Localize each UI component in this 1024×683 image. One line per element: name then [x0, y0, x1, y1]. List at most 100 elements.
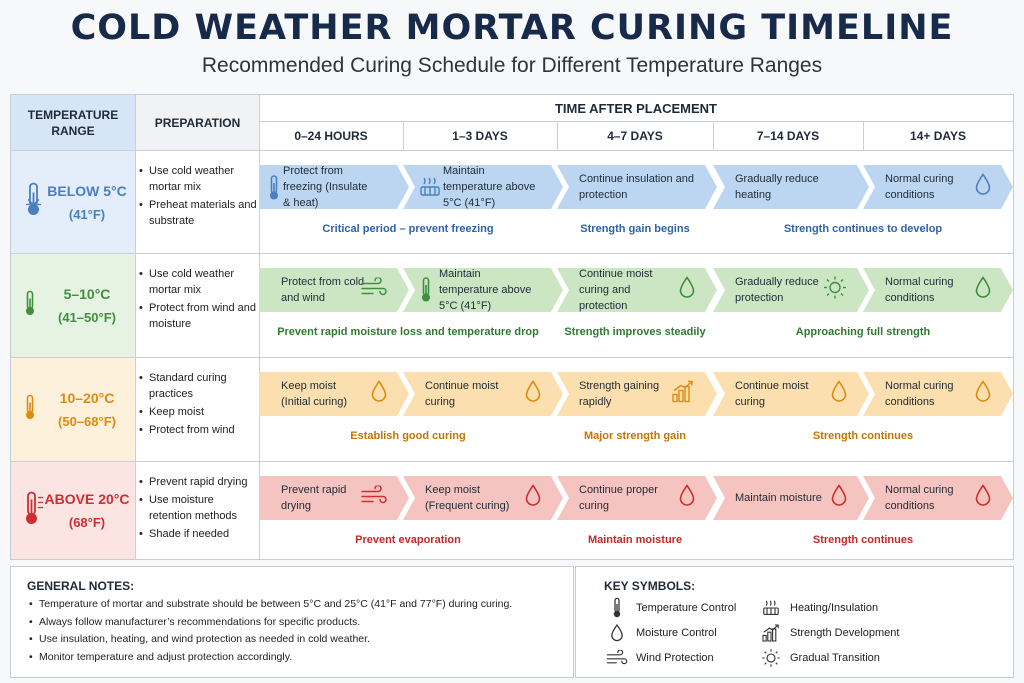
drop-icon — [604, 622, 630, 644]
step-chevron-shape — [259, 268, 409, 312]
column-divider — [863, 121, 864, 150]
step-chevron-shape — [403, 165, 563, 209]
column-divider — [713, 121, 714, 150]
step-text: Keep moist (Frequent curing) — [425, 484, 510, 512]
key-symbol-label: Moisture Control — [636, 627, 717, 639]
temperature-label: ABOVE 20°C (68°F) — [39, 491, 135, 530]
column-divider — [557, 121, 558, 150]
preparation-item: Use cold weather mortar mix — [137, 163, 259, 195]
row-divider — [11, 253, 1013, 254]
row-note: Strength improves steadily — [564, 326, 706, 338]
sun-icon — [758, 646, 784, 670]
drop-icon — [371, 380, 387, 408]
general-notes-panel: GENERAL NOTES: Temperature of mortar and… — [10, 566, 574, 678]
timeline-step: Normal curing conditions — [863, 476, 1013, 520]
timeline-step: Keep moist (Initial curing) — [259, 372, 409, 416]
preparation-item: Protect from wind — [137, 422, 259, 438]
thermometer-icon — [267, 175, 281, 206]
step-text: Continue insulation and protection — [579, 173, 694, 201]
curing-timeline-table: TEMPERATURE RANGE PREPARATION TIME AFTER… — [10, 94, 1014, 560]
header-divider — [259, 121, 1013, 122]
row-note: Strength continues to develop — [783, 223, 943, 235]
period-header-1-3d: 1–3 DAYS — [452, 128, 508, 143]
step-chevron-shape — [713, 476, 869, 520]
step-chevron-fill — [557, 372, 717, 416]
preparation-item: Use cold weather mortar mix — [137, 266, 259, 298]
row-note: Major strength gain — [583, 430, 687, 442]
step-chevron-shape — [403, 372, 563, 416]
row-note: Strength continues — [812, 430, 914, 442]
period-header-14plus: 14+ DAYS — [910, 128, 966, 143]
step-chevron-shape — [863, 372, 1013, 416]
general-note-item: Use insulation, heating, and wind protec… — [27, 631, 567, 649]
preparation-item: Shade if needed — [137, 526, 259, 542]
step-chevron-fill — [259, 476, 409, 520]
temperature-label: BELOW 5°C (41°F) — [39, 183, 135, 222]
row-divider — [11, 357, 1013, 358]
key-symbol-item: Gradual Transition — [758, 647, 880, 669]
step-chevron-shape — [403, 476, 563, 520]
general-notes-title: GENERAL NOTES: — [27, 579, 135, 593]
step-text: Continue proper curing — [579, 484, 658, 512]
temperature-fahrenheit: (41–50°F) — [58, 310, 116, 325]
temperature-celsius: ABOVE 20°C — [44, 491, 130, 507]
timeline-step: Normal curing conditions — [863, 268, 1013, 312]
temperature-celsius: 5–10°C — [63, 286, 111, 302]
step-chevron-fill — [863, 372, 1013, 416]
preparation-header-bg — [136, 95, 259, 150]
drop-icon — [525, 484, 541, 512]
timeline-step: Maintain temperature above 5°C (41°F) — [403, 165, 563, 209]
header-bottom-line — [11, 150, 1013, 151]
temperature-cell: 10–20°C (50–68°F) — [11, 358, 135, 461]
timeline-step: Normal curing conditions — [863, 372, 1013, 416]
step-chevron-fill — [403, 268, 563, 312]
timeline-step: Maintain temperature above 5°C (41°F) — [403, 268, 563, 312]
timeline-step: Strength gaining rapidly — [557, 372, 717, 416]
row-note: Strength gain begins — [580, 223, 690, 235]
timeline-step: Gradually reduce protection — [713, 268, 869, 312]
step-chevron-shape — [713, 372, 869, 416]
temperature-cell: BELOW 5°C (41°F) — [11, 151, 135, 253]
preparation-list: Use cold weather mortar mixPreheat mater… — [137, 163, 259, 231]
step-text: Protect from freezing (Insulate & heat) — [283, 165, 368, 209]
step-chevron-shape — [403, 268, 563, 312]
timeline-step: Continue moist curing — [403, 372, 563, 416]
preparation-item: Protect from wind and moisture — [137, 300, 259, 332]
key-symbol-item: Heating/Insulation — [758, 597, 878, 619]
sun-icon — [823, 276, 847, 305]
timeline-step: Continue moist curing and protection — [557, 268, 717, 312]
timeline-row: 5–10°C (41–50°F) Use cold weather mortar m… — [11, 254, 1013, 357]
preparation-item: Use moisture retention methods — [137, 492, 259, 524]
step-chevron-shape — [557, 372, 717, 416]
key-symbol-item: Temperature Control — [604, 597, 736, 619]
column-divider — [259, 95, 260, 559]
step-chevron-fill — [713, 476, 869, 520]
column-divider — [135, 95, 136, 559]
key-symbols-title: KEY SYMBOLS: — [604, 579, 696, 593]
strength-icon — [758, 622, 784, 644]
thermometer-hot-icon — [23, 491, 45, 530]
drop-icon — [831, 484, 847, 512]
preparation-header: PREPARATION — [154, 115, 241, 130]
key-symbol-label: Gradual Transition — [790, 652, 880, 664]
step-chevron-shape — [713, 165, 869, 209]
timeline-step: Protect from freezing (Insulate & heat) — [259, 165, 409, 209]
heater-icon — [758, 597, 784, 619]
drop-icon — [831, 380, 847, 408]
row-note: Establish good curing — [350, 430, 466, 442]
temperature-header-bg — [11, 95, 135, 150]
step-chevron-fill — [259, 165, 409, 209]
step-text: Maintain temperature above 5°C (41°F) — [439, 268, 532, 312]
step-chevron-fill — [557, 165, 717, 209]
heater-icon — [419, 176, 441, 203]
step-chevron-fill — [557, 476, 717, 520]
preparation-item: Standard curing practices — [137, 370, 259, 402]
step-chevron-fill — [403, 372, 563, 416]
temperature-range-header: TEMPERATURE RANGE — [27, 107, 119, 138]
step-chevron-fill — [863, 165, 1013, 209]
row-note: Strength continues — [812, 534, 914, 546]
step-text: Normal curing conditions — [885, 173, 954, 201]
temperature-cell: 5–10°C (41–50°F) — [11, 254, 135, 357]
thermometer-icon — [419, 277, 433, 308]
row-divider — [11, 461, 1013, 462]
